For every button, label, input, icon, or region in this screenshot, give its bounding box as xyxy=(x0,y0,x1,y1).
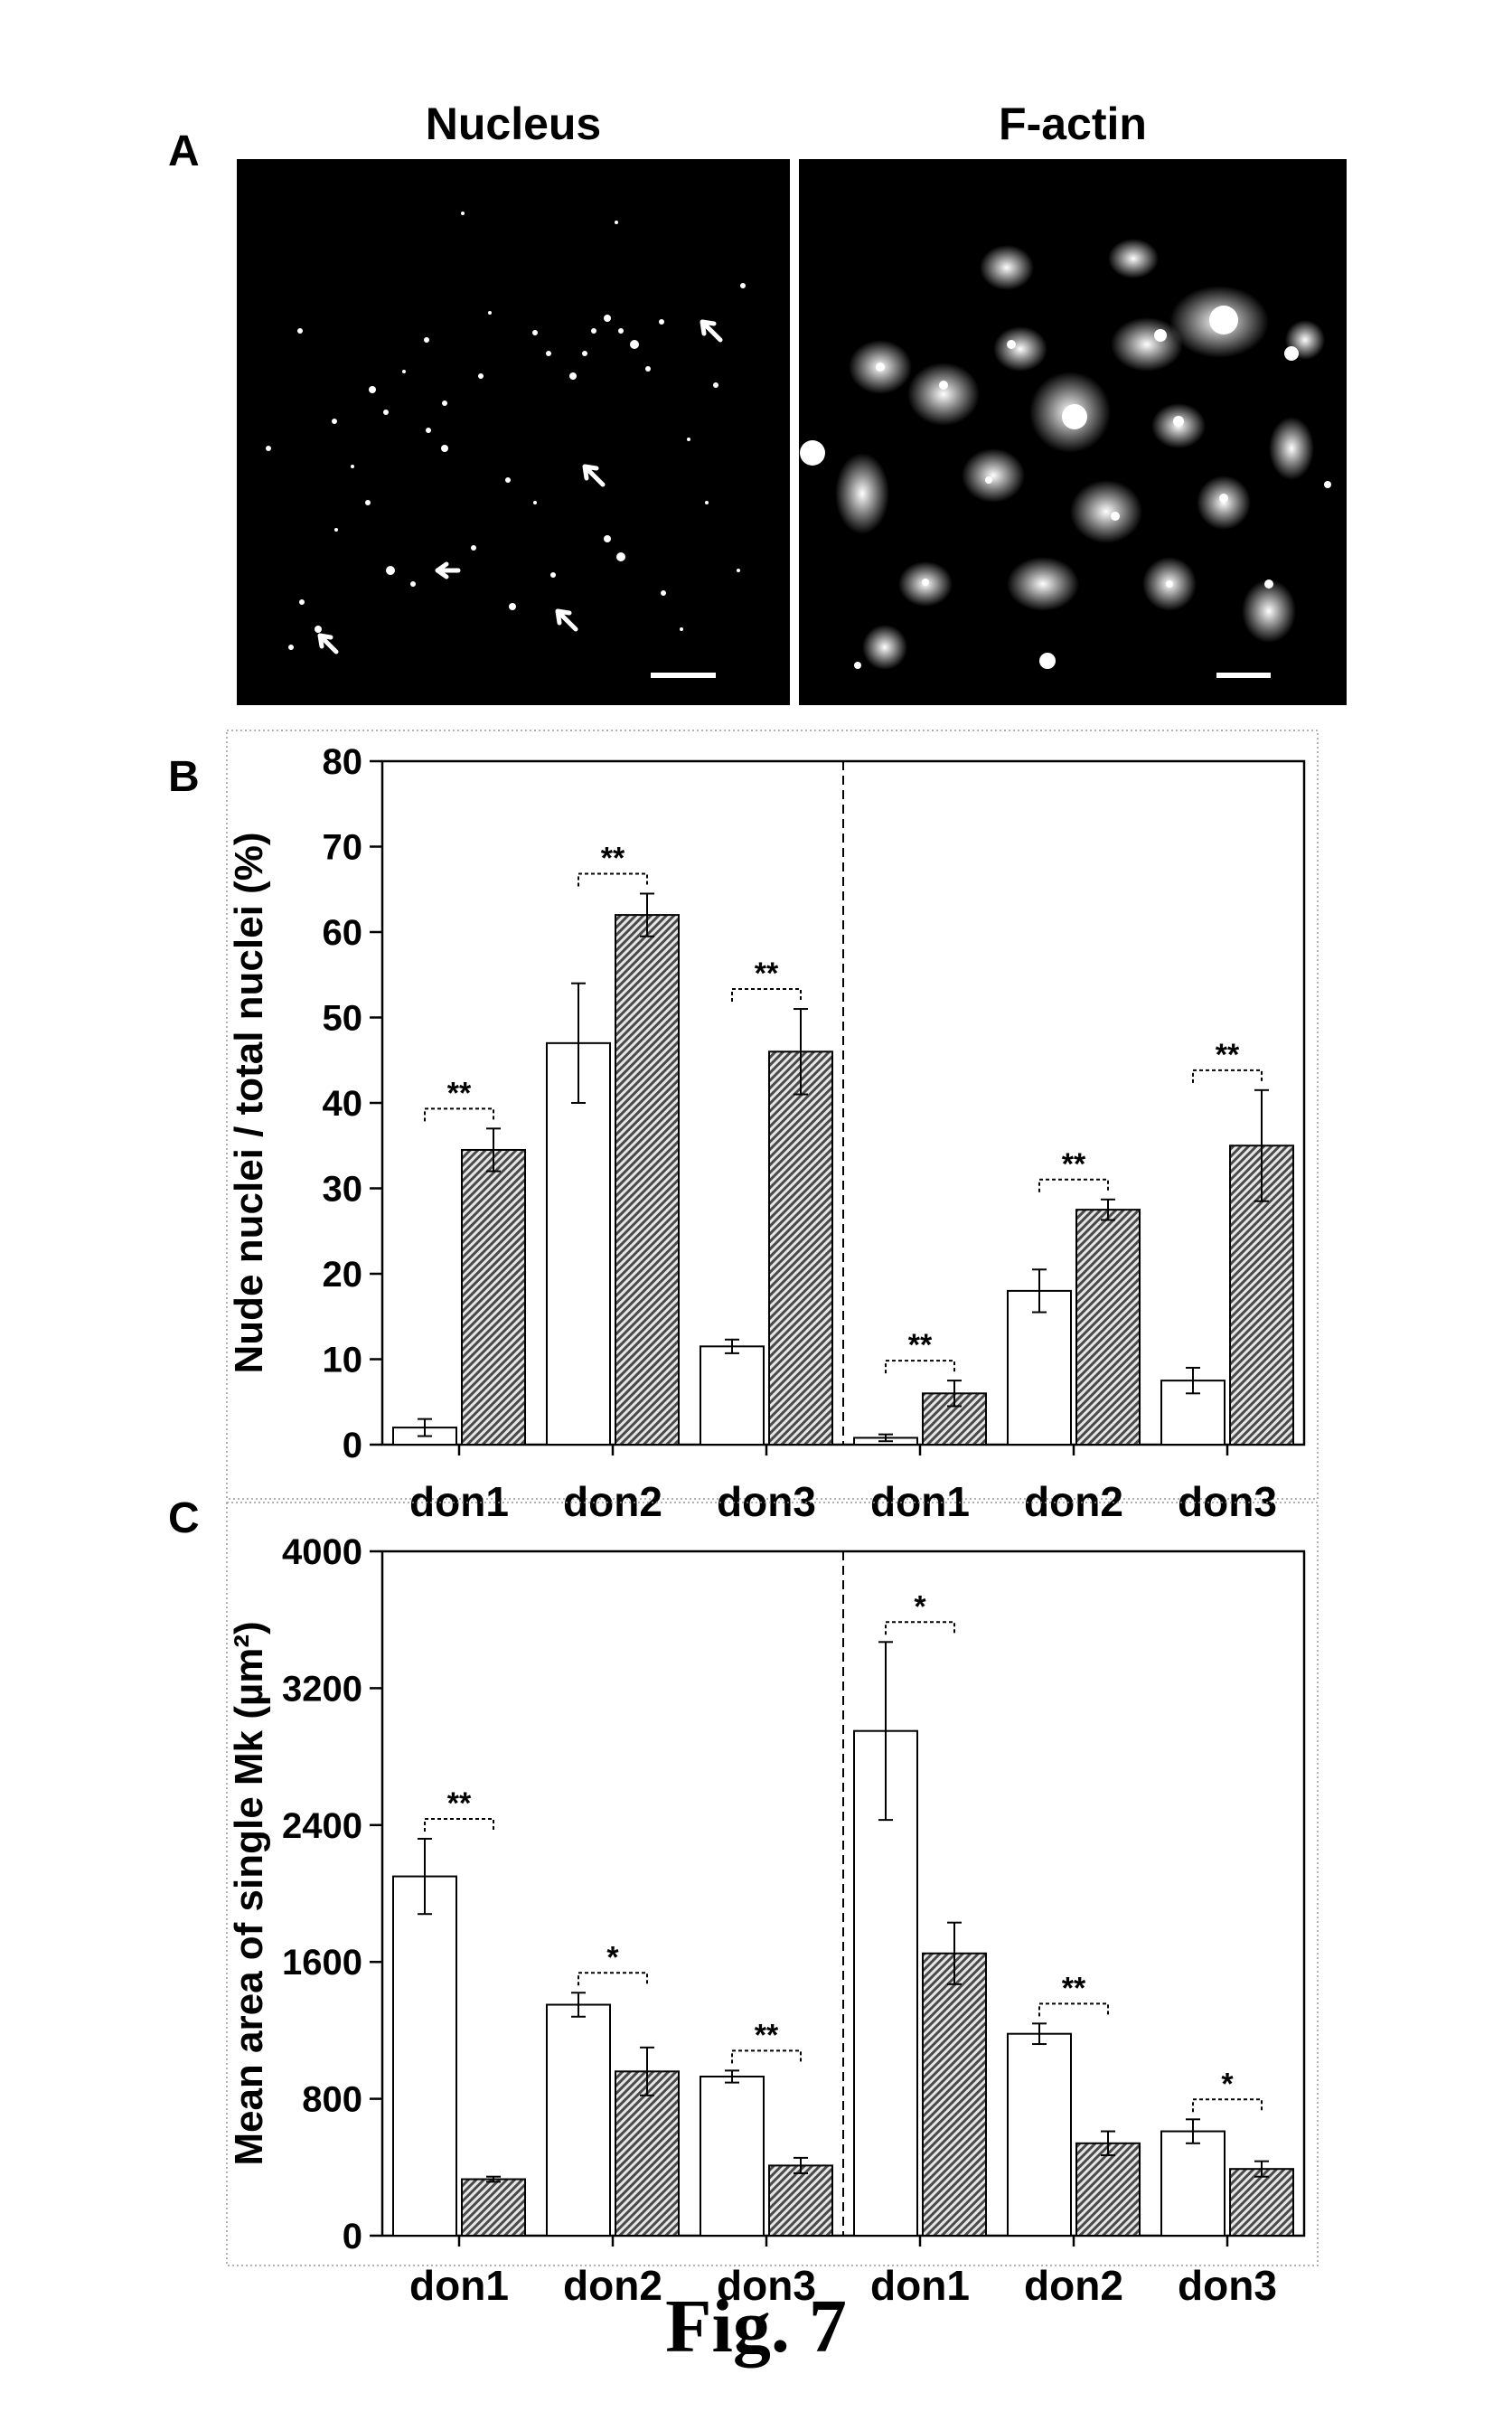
y-axis-label: Mean area of single Mk (µm²) xyxy=(227,1621,271,2165)
significance-bracket xyxy=(578,1973,647,1985)
significance-marker: ** xyxy=(1062,1971,1086,2005)
hatched-bar xyxy=(1230,2169,1293,2236)
hatched-bar xyxy=(1076,2143,1140,2236)
open-bar xyxy=(393,1877,456,2236)
y-tick-label: 800 xyxy=(302,2080,362,2120)
y-tick-label: 2400 xyxy=(282,1806,362,1846)
open-bar xyxy=(1008,2034,1071,2236)
significance-marker: * xyxy=(606,1940,619,1974)
hatched-bar xyxy=(769,2165,832,2236)
figure-caption: Fig. 7 xyxy=(0,2283,1512,2370)
significance-marker: * xyxy=(1221,2067,1234,2101)
y-tick-label: 1600 xyxy=(282,1943,362,1983)
significance-bracket xyxy=(425,1819,493,1832)
y-tick-label: 4000 xyxy=(282,1532,362,1572)
y-tick-label: 3200 xyxy=(282,1669,362,1709)
open-bar xyxy=(1161,2132,1225,2236)
open-bar xyxy=(700,2077,764,2236)
hatched-bar xyxy=(923,1954,986,2236)
significance-marker: ** xyxy=(447,1786,472,1821)
y-tick-label: 0 xyxy=(343,2217,362,2256)
hatched-bar xyxy=(462,2180,525,2236)
open-bar xyxy=(547,2005,610,2236)
outer-frame xyxy=(227,1503,1318,2266)
significance-marker: ** xyxy=(755,2018,779,2052)
significance-bracket xyxy=(886,1622,954,1634)
significance-bracket xyxy=(1193,2099,1262,2112)
significance-bracket xyxy=(1039,2003,1108,2016)
significance-bracket xyxy=(732,2050,801,2063)
significance-marker: * xyxy=(914,1589,926,1624)
